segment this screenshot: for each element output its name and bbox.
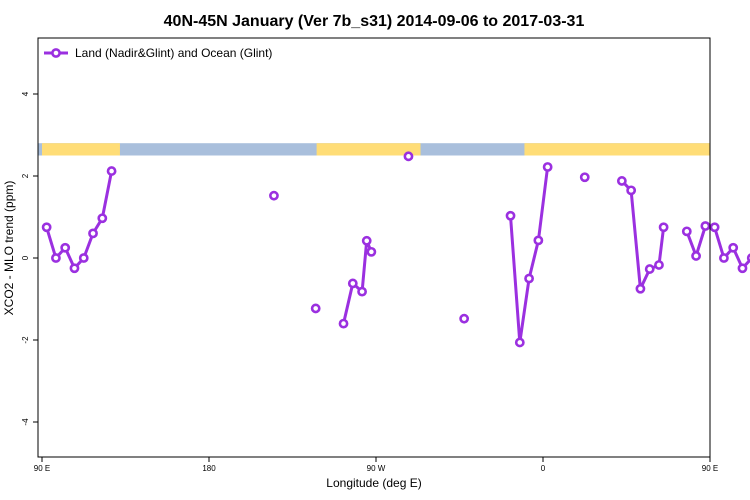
data-point: [719, 253, 729, 263]
data-point: [338, 318, 349, 329]
x-tick-label: 0: [541, 464, 546, 473]
data-point: [41, 222, 52, 233]
data-point: [88, 228, 98, 239]
legend-entry: Land (Nadir&Glint) and Ocean (Glint): [75, 46, 272, 60]
data-point: [728, 242, 739, 253]
data-point: [514, 337, 525, 348]
data-point: [700, 221, 711, 231]
x-axis-ticks: 90 E 180 90 W 0 90 E: [34, 457, 718, 473]
x-tick-label: 90 E: [702, 464, 718, 473]
legend: Land (Nadir&Glint) and Ocean (Glint): [44, 46, 272, 60]
data-point: [533, 235, 544, 246]
data-point: [69, 263, 80, 274]
data-point: [106, 166, 117, 176]
series-line: [620, 179, 666, 291]
data-point: [310, 303, 321, 314]
data-point: [644, 264, 655, 274]
data-point: [658, 222, 669, 233]
data-point: [97, 213, 108, 224]
y-axis-title: XCO2 - MLO trend (ppm): [2, 181, 16, 316]
data-point: [60, 242, 71, 253]
x-tick-label: 90 W: [367, 464, 386, 473]
data-point: [366, 246, 377, 257]
data-point: [737, 263, 748, 274]
data-point: [361, 235, 372, 246]
data-point: [709, 222, 720, 233]
data-point: [579, 172, 590, 183]
data-point: [403, 151, 414, 162]
legend-marker: [51, 48, 61, 58]
surface-strip: [38, 143, 710, 156]
data-point: [626, 185, 637, 196]
series-layer: [41, 151, 750, 348]
data-point: [635, 283, 646, 294]
x-tick-label: 90 E: [34, 464, 50, 473]
y-axis-ticks: -4 -2 0 2 4: [21, 91, 38, 426]
data-point: [505, 210, 516, 221]
land-band: [316, 143, 421, 156]
data-point: [78, 253, 89, 263]
data-point: [524, 273, 534, 284]
y-tick-label: -4: [21, 418, 30, 426]
data-point: [616, 176, 627, 186]
data-point: [51, 253, 61, 263]
land-band: [524, 143, 710, 156]
y-tick-label: 2: [21, 173, 30, 178]
data-point: [681, 226, 692, 237]
x-tick-label: 180: [202, 464, 216, 473]
data-point: [269, 190, 279, 201]
data-point: [357, 286, 367, 297]
series-line: [509, 166, 550, 344]
data-point: [347, 278, 358, 289]
land-band: [42, 143, 120, 156]
y-tick-label: 4: [21, 91, 30, 96]
data-point: [542, 162, 553, 172]
x-axis-title: Longitude (deg E): [326, 476, 421, 490]
data-point: [691, 251, 701, 261]
data-point: [654, 260, 664, 270]
y-tick-label: -2: [21, 336, 30, 344]
y-tick-label: 0: [21, 255, 30, 260]
plot-frame: [37, 37, 711, 458]
chart-title: 40N-45N January (Ver 7b_s31) 2014-09-06 …: [164, 13, 585, 30]
data-point: [459, 313, 470, 324]
